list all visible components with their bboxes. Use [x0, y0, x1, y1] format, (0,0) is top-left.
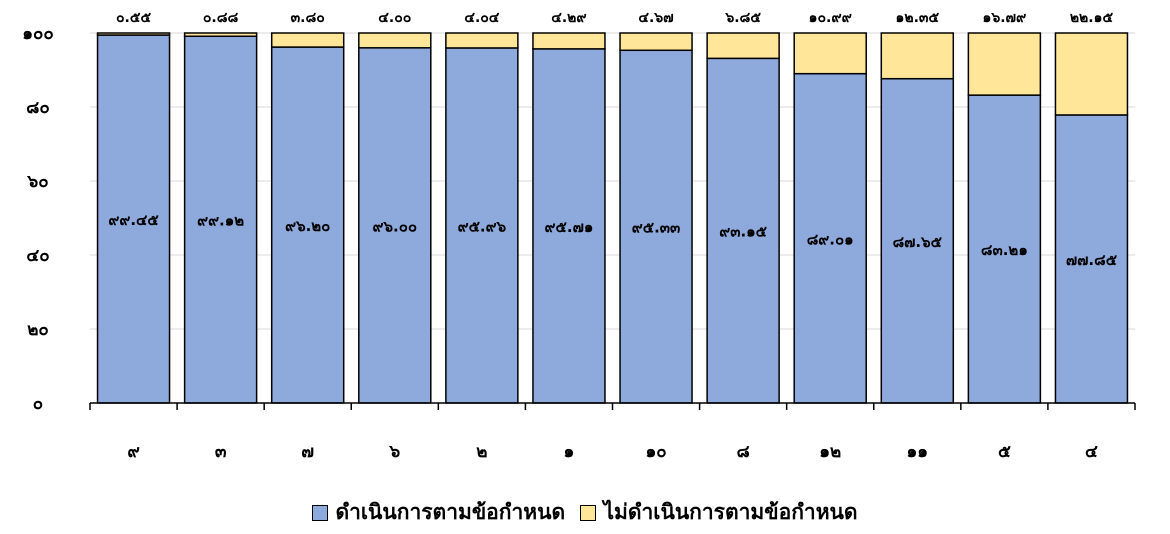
x-tick-label: ๘ [737, 442, 750, 462]
gridlines [90, 32, 1135, 330]
bar-noncompliant [358, 32, 432, 49]
y-tick-label: ๐ [33, 394, 43, 414]
data-label-compliant: ๙๓.๑๕ [719, 223, 767, 241]
data-label-noncompliant: ๔.๐๔ [464, 10, 499, 26]
data-label-compliant: ๙๙.๔๕ [108, 211, 159, 229]
data-label-noncompliant: ๑๖.๗๙ [982, 10, 1026, 26]
data-label-noncompliant: ๔.๖๗ [638, 10, 673, 26]
bar-noncompliant [96, 32, 171, 36]
x-axis-ticks: ๙ ๓ ๗ ๖ ๒ ๑ ๑๐ ๘ ๑๒ ๑๑ ๕ ๔ [127, 442, 1098, 462]
legend-item-noncompliant: ไม่ดำเนินการตามข้อกำหนด [580, 496, 858, 529]
y-tick-label: ๒๐ [27, 320, 49, 340]
x-tick-label: ๖ [388, 442, 400, 462]
data-label-compliant: ๙๖.๐๐ [373, 217, 418, 235]
data-label-noncompliant: ๐.๕๕ [116, 10, 151, 26]
data-label-noncompliant: ๑๒.๓๕ [895, 10, 939, 26]
legend-swatch-compliant [312, 504, 329, 521]
x-tick-label: ๑๒ [819, 442, 841, 462]
x-tick-label: ๗ [301, 442, 314, 462]
bar-noncompliant [619, 32, 693, 52]
data-label-compliant: ๙๕.๙๖ [458, 217, 507, 235]
data-label-noncompliant: ๔.๐๐ [378, 10, 411, 26]
data-label-noncompliant: ๐.๘๘ [203, 10, 239, 26]
x-tick-label: ๑ [564, 442, 575, 462]
x-tick-label: ๒ [476, 442, 487, 462]
x-tick-label: ๔ [1085, 442, 1098, 462]
bar-noncompliant [793, 32, 867, 75]
data-label-noncompliant: ๔.๒๙ [551, 10, 586, 26]
legend: ดำเนินการตามข้อกำหนด ไม่ดำเนินการตามข้อก… [0, 496, 1170, 529]
data-label-compliant: ๙๖.๒๐ [285, 217, 330, 235]
data-label-noncompliant: ๖.๘๕ [724, 10, 761, 26]
y-tick-label: ๑๐๐ [22, 24, 54, 44]
bar-compliant [96, 34, 171, 404]
bar-noncompliant [270, 32, 345, 48]
bar-compliant [706, 57, 780, 404]
data-label-noncompliant: ๑๐.๙๙ [809, 10, 852, 26]
legend-item-compliant: ดำเนินการตามข้อกำหนด [312, 496, 565, 529]
data-label-compliant: ๗๗.๘๕ [1066, 251, 1118, 269]
data-label-compliant: ๙๕.๓๓ [632, 219, 681, 237]
x-tick-label: ๙ [127, 442, 139, 462]
bar-noncompliant [706, 32, 780, 60]
bar-compliant [793, 72, 867, 404]
y-axis-ticks: ๐ ๒๐ ๔๐ ๖๐ ๘๐ ๑๐๐ [22, 24, 54, 414]
bar-noncompliant [1054, 32, 1129, 116]
x-tick-label: ๕ [998, 442, 1011, 462]
x-tick-label: ๑๑ [906, 442, 928, 462]
bar-noncompliant [880, 32, 955, 80]
legend-label-compliant: ดำเนินการตามข้อกำหนด [335, 500, 566, 524]
data-label-compliant: ๘๗.๖๕ [893, 233, 943, 251]
bar-compliant [1054, 114, 1129, 404]
x-tick-label: ๑๐ [645, 442, 666, 462]
y-tick-label: ๖๐ [26, 172, 48, 192]
bar-noncompliant [183, 32, 258, 38]
legend-swatch-noncompliant [580, 504, 597, 521]
y-tick-label: ๔๐ [26, 246, 49, 266]
bar-compliant [619, 49, 693, 404]
x-tick-label: ๓ [215, 442, 227, 462]
data-label-compliant: ๘๓.๒๑ [981, 241, 1028, 259]
x-axis [89, 402, 1136, 410]
data-label-compliant: ๙๕.๗๑ [545, 218, 594, 236]
data-label-compliant: ๘๙.๐๑ [807, 230, 854, 248]
bar-noncompliant [445, 32, 519, 49]
data-label-noncompliant: ๒๒.๑๕ [1070, 10, 1114, 26]
bar-noncompliant [967, 32, 1042, 96]
legend-label-noncompliant: ไม่ดำเนินการตามข้อกำหนด [603, 500, 858, 524]
data-label-noncompliant: ๓.๘๐ [291, 10, 325, 26]
bar-compliant [880, 77, 955, 404]
data-label-compliant: ๙๙.๑๒ [197, 212, 244, 230]
y-tick-label: ๘๐ [26, 98, 50, 118]
bar-noncompliant [532, 32, 606, 50]
bar-compliant [967, 94, 1042, 404]
